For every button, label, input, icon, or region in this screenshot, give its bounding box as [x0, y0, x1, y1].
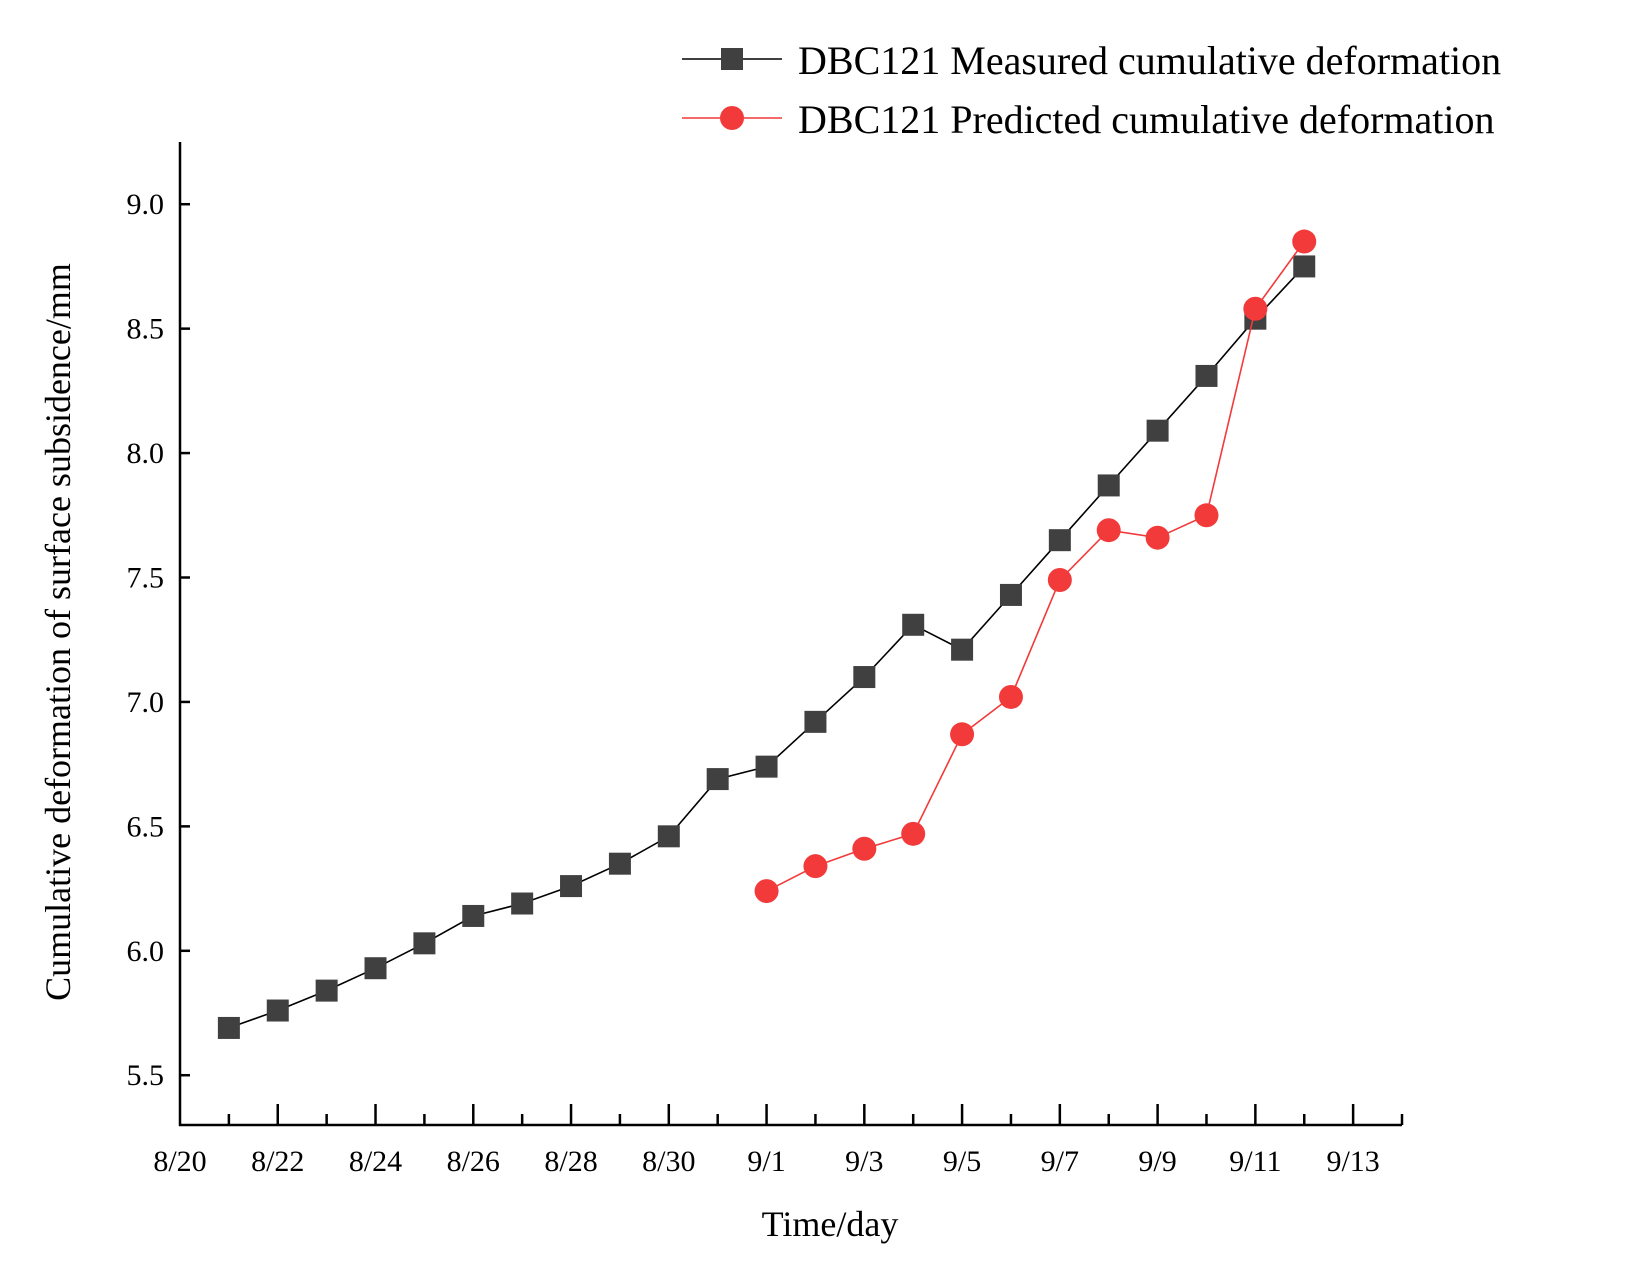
- data-point-predicted: [1243, 296, 1268, 321]
- x-tick-label: 9/7: [1041, 1145, 1079, 1178]
- y-axis-title: Cumulative deformation of surface subsid…: [38, 263, 78, 1001]
- data-point-measured: [804, 710, 827, 733]
- x-tick-label: 8/28: [544, 1145, 597, 1178]
- data-point-measured: [1146, 419, 1169, 442]
- x-tick-label: 8/30: [642, 1145, 695, 1178]
- data-point-measured: [1293, 255, 1316, 278]
- x-tick-label: 9/1: [747, 1145, 785, 1178]
- data-point-measured: [657, 825, 680, 848]
- y-tick-label: 7.5: [127, 562, 165, 595]
- y-tick-label: 7.0: [127, 686, 165, 719]
- series-layer: [217, 229, 1317, 1039]
- legend-label-measured: DBC121 Measured cumulative deformation: [798, 38, 1501, 83]
- data-point-measured: [217, 1016, 240, 1039]
- data-point-measured: [1097, 474, 1120, 497]
- x-ticks: 8/20 8/22 8/24 8/26 8/28 8/30 9/1 9/3 9/5 9/7 9/9 9…: [153, 1104, 1404, 1178]
- x-tick-label: 8/26: [447, 1145, 500, 1178]
- legend-marker-predicted: [720, 106, 744, 130]
- data-point-measured: [364, 957, 387, 980]
- data-point-predicted: [950, 722, 975, 747]
- data-point-measured: [560, 875, 583, 898]
- y-tick-label: 5.5: [127, 1059, 165, 1092]
- x-axis-title: Time/day: [762, 1204, 899, 1244]
- data-point-measured: [902, 613, 925, 636]
- x-tick-label: 9/13: [1326, 1145, 1379, 1178]
- data-point-measured: [315, 979, 338, 1002]
- series-line-measured: [228, 265, 1305, 1029]
- data-point-measured: [608, 852, 631, 875]
- y-tick-label: 6.0: [127, 935, 165, 968]
- data-point-measured: [1048, 529, 1071, 552]
- x-tick-label: 9/9: [1138, 1145, 1176, 1178]
- data-point-predicted: [1292, 229, 1317, 254]
- x-tick-label: 8/22: [251, 1145, 304, 1178]
- legend-marker-measured: [721, 48, 743, 70]
- x-tick-label: 9/11: [1229, 1145, 1281, 1178]
- y-tick-label: 9.0: [127, 188, 165, 221]
- data-point-predicted: [901, 821, 926, 846]
- x-tick-label: 9/3: [845, 1145, 883, 1178]
- x-tick-label: 9/5: [943, 1145, 981, 1178]
- y-ticks: 5.5 6.0 6.5 7.0 7.5 8.0 8.5 9.0: [127, 188, 190, 1092]
- data-point-measured: [1195, 364, 1218, 387]
- data-point-measured: [999, 583, 1022, 606]
- x-tick-label: 8/24: [349, 1145, 402, 1178]
- y-tick-label: 8.5: [127, 313, 165, 346]
- data-point-predicted: [852, 836, 877, 861]
- data-point-measured: [413, 932, 436, 955]
- data-point-predicted: [754, 879, 779, 904]
- data-point-measured: [853, 666, 876, 689]
- data-point-predicted: [998, 684, 1023, 709]
- data-point-predicted: [1145, 525, 1170, 550]
- y-tick-label: 6.5: [127, 810, 165, 843]
- series-line-predicted: [766, 241, 1305, 892]
- data-point-predicted: [1096, 518, 1121, 543]
- data-point-measured: [755, 755, 778, 778]
- data-point-measured: [266, 999, 289, 1022]
- data-point-measured: [706, 768, 729, 791]
- y-tick-label: 8.0: [127, 437, 165, 470]
- x-tick-label: 8/20: [153, 1145, 206, 1178]
- data-point-measured: [951, 638, 974, 661]
- data-point-measured: [511, 892, 534, 915]
- data-point-predicted: [1194, 503, 1219, 528]
- data-point-measured: [462, 904, 485, 927]
- axes: [178, 142, 1402, 1127]
- data-point-predicted: [803, 854, 828, 879]
- legend-label-predicted: DBC121 Predicted cumulative deformation: [798, 97, 1495, 142]
- data-point-predicted: [1047, 567, 1072, 592]
- legend: DBC121 Measured cumulative deformation D…: [682, 38, 1501, 142]
